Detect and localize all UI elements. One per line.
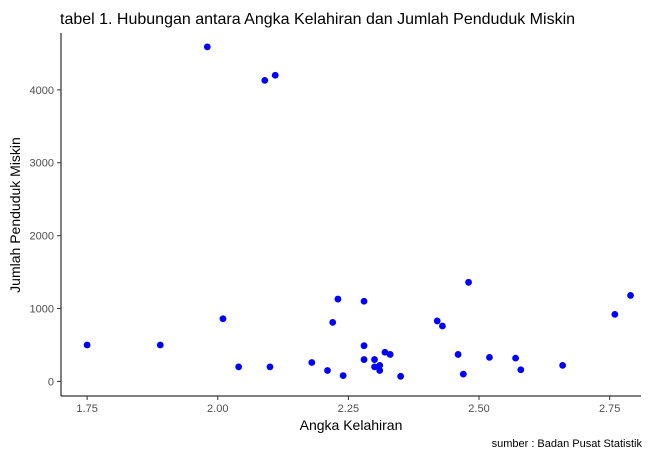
plot-area: 1.75 2.00 2.25 2.50 2.75 0 1000 2000 3000 4000	[30, 33, 641, 415]
data-point	[397, 372, 405, 380]
data-point	[271, 71, 279, 79]
y-axis-label: Jumlah Penduduk Miskin	[7, 137, 23, 293]
data-point	[83, 341, 91, 349]
data-point	[235, 363, 243, 371]
data-point	[308, 359, 316, 366]
data-point	[339, 372, 347, 379]
y-tick-label: 0	[48, 376, 54, 388]
x-tick-label: 2.75	[599, 403, 620, 415]
data-point	[371, 363, 378, 371]
x-tick-label: 2.00	[207, 403, 228, 415]
data-point	[459, 370, 467, 378]
data-point	[486, 353, 493, 361]
data-point	[611, 310, 619, 318]
data-point	[360, 342, 368, 350]
x-axis-label: Angka Kelahiran	[300, 417, 403, 433]
data-point	[329, 318, 337, 326]
x-tick-label: 2.50	[468, 403, 489, 415]
y-tick-label: 3000	[30, 158, 54, 170]
data-point	[386, 351, 394, 358]
data-point	[517, 366, 525, 374]
y-axis-ticks: 0 1000 2000 3000 4000	[30, 85, 61, 388]
y-tick-label: 4000	[30, 85, 54, 97]
data-point	[559, 361, 567, 369]
data-points	[83, 43, 634, 380]
data-point	[334, 295, 342, 303]
data-point	[324, 367, 331, 374]
x-tick-label: 2.25	[338, 403, 359, 415]
y-tick-label: 2000	[30, 231, 54, 243]
data-point	[433, 317, 441, 325]
data-point	[454, 351, 462, 358]
data-point	[261, 76, 269, 84]
data-point	[376, 367, 384, 374]
data-point	[376, 361, 384, 369]
y-tick-label: 1000	[30, 304, 54, 316]
data-point	[156, 341, 164, 349]
data-point	[627, 292, 634, 299]
data-point	[203, 43, 211, 51]
data-point	[266, 363, 274, 371]
chart-title: tabel 1. Hubungan antara Angka Kelahiran…	[60, 11, 575, 28]
data-point	[381, 348, 389, 356]
data-point	[512, 354, 519, 362]
x-axis-ticks: 1.75 2.00 2.25 2.50 2.75	[76, 396, 620, 415]
data-point	[360, 356, 368, 363]
x-tick-label: 1.75	[76, 403, 97, 415]
data-point	[219, 315, 227, 323]
chart-caption: sumber : Badan Pusat Statistik	[492, 438, 643, 450]
data-point	[465, 278, 472, 286]
data-point	[360, 297, 368, 305]
data-point	[439, 322, 446, 330]
data-point	[371, 356, 378, 363]
